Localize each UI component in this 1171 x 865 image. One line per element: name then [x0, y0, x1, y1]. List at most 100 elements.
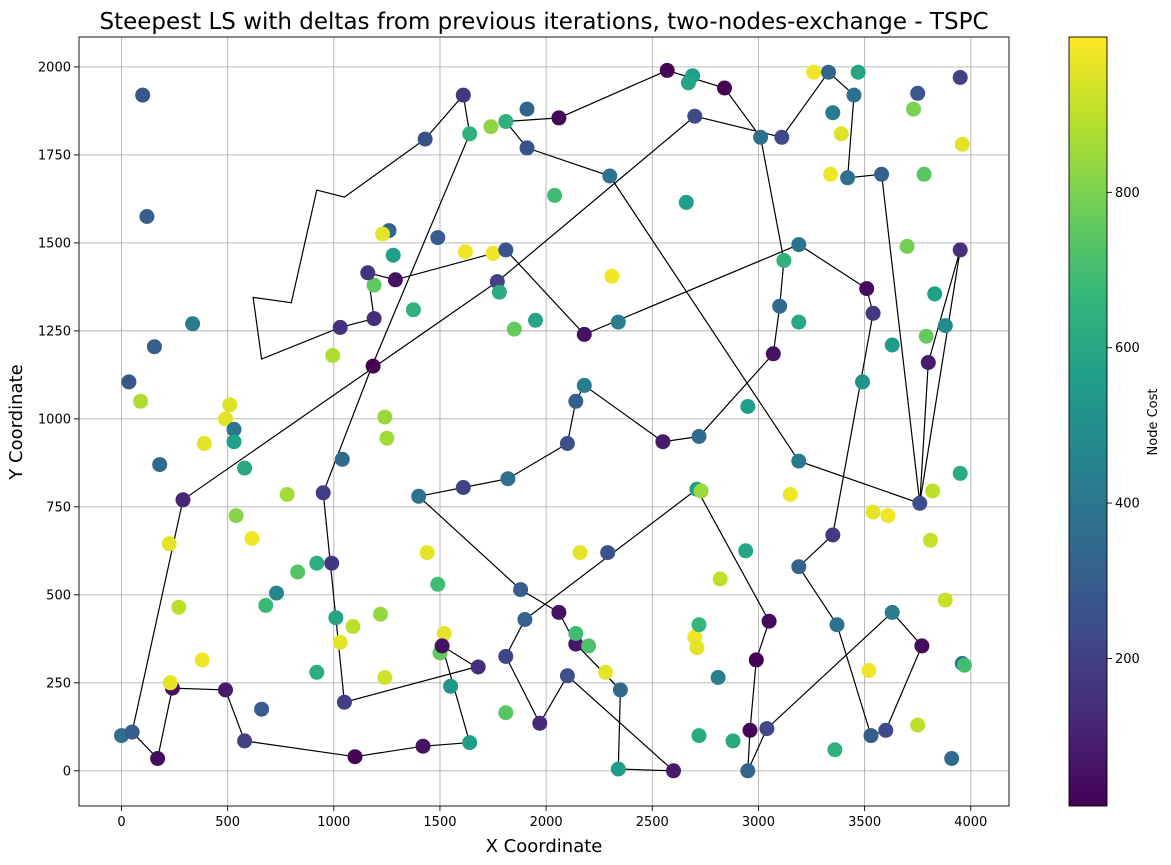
- data-point: [865, 504, 881, 520]
- data-point: [457, 244, 473, 260]
- data-point: [568, 393, 584, 409]
- data-point: [693, 483, 709, 499]
- data-point: [850, 64, 866, 80]
- data-point: [366, 311, 382, 327]
- data-point: [161, 536, 177, 552]
- data-point: [610, 314, 626, 330]
- data-point: [710, 670, 726, 685]
- data-point: [332, 634, 348, 650]
- data-point: [568, 626, 584, 641]
- data-point: [334, 451, 350, 467]
- data-point: [680, 75, 696, 91]
- y-tick-label: 0: [63, 764, 71, 779]
- data-point: [244, 531, 260, 546]
- data-point: [655, 434, 671, 450]
- colorbar-tick-label: 800: [1115, 186, 1140, 201]
- data-point: [551, 110, 567, 126]
- data-point: [470, 659, 486, 675]
- colorbar-label: Node Cost: [1146, 389, 1161, 456]
- plot-frame: [78, 36, 1010, 807]
- data-point: [373, 606, 388, 622]
- data-point: [691, 429, 707, 444]
- data-point: [377, 409, 393, 425]
- y-tick-label: 250: [46, 676, 71, 691]
- data-point: [600, 545, 616, 561]
- colorbar-tick-label: 200: [1115, 652, 1140, 667]
- data-point: [602, 168, 618, 184]
- data-point: [226, 434, 242, 450]
- data-point: [859, 281, 875, 297]
- data-point: [325, 348, 341, 363]
- data-point: [385, 247, 401, 263]
- data-point: [269, 585, 284, 601]
- data-point: [899, 238, 915, 254]
- data-point: [139, 209, 155, 224]
- data-point: [551, 604, 567, 620]
- data-point: [865, 305, 881, 321]
- data-point: [918, 328, 934, 344]
- data-point: [360, 265, 376, 281]
- data-point: [791, 314, 807, 330]
- data-point: [196, 436, 212, 451]
- data-point: [519, 101, 535, 117]
- data-point: [878, 722, 894, 738]
- data-point: [491, 284, 507, 300]
- data-point: [328, 610, 344, 626]
- data-point: [759, 721, 775, 737]
- data-point: [218, 682, 233, 698]
- data-point: [226, 421, 242, 437]
- y-tick-label: 750: [46, 500, 71, 515]
- data-point: [309, 664, 325, 680]
- data-point: [498, 114, 514, 129]
- data-point: [411, 488, 427, 504]
- data-point: [237, 460, 253, 476]
- data-point: [610, 761, 626, 777]
- data-point: [576, 377, 592, 393]
- data-point: [954, 136, 970, 152]
- data-point: [498, 242, 514, 258]
- data-point: [324, 555, 340, 571]
- data-point: [519, 140, 535, 156]
- data-point: [455, 480, 471, 495]
- y-tick-label: 500: [46, 588, 71, 603]
- data-point: [952, 465, 968, 481]
- data-point: [840, 170, 856, 186]
- data-point: [712, 571, 728, 587]
- data-point: [791, 237, 807, 253]
- data-point: [914, 638, 930, 654]
- data-point: [782, 487, 798, 502]
- data-point: [874, 166, 890, 182]
- data-point: [916, 166, 932, 182]
- data-point: [146, 339, 162, 355]
- data-point: [379, 430, 395, 446]
- data-point: [365, 358, 381, 374]
- data-point: [748, 652, 764, 668]
- data-point: [135, 87, 151, 103]
- data-point: [829, 617, 845, 633]
- data-point: [944, 751, 960, 766]
- y-tick-label: 1500: [38, 236, 71, 251]
- data-point: [738, 543, 754, 559]
- data-point: [309, 555, 325, 571]
- y-tick-label: 1750: [38, 148, 71, 163]
- data-point: [753, 129, 769, 145]
- data-point: [152, 457, 168, 473]
- x-tick-label: 2000: [530, 815, 563, 830]
- data-point: [417, 131, 433, 147]
- data-point: [336, 694, 352, 710]
- data-point: [572, 545, 588, 561]
- data-point: [443, 678, 459, 694]
- data-point: [483, 119, 499, 135]
- data-point: [559, 436, 575, 451]
- data-point: [228, 508, 244, 524]
- y-axis-label: Y Coordinate: [6, 364, 27, 480]
- data-point: [846, 87, 862, 103]
- data-point: [290, 564, 306, 580]
- x-tick-label: 3500: [848, 815, 881, 830]
- data-point: [666, 763, 681, 779]
- data-point: [952, 242, 968, 258]
- data-point: [863, 728, 879, 744]
- x-axis-label: X Coordinate: [486, 836, 603, 857]
- data-point: [506, 321, 522, 337]
- data-point: [547, 187, 563, 203]
